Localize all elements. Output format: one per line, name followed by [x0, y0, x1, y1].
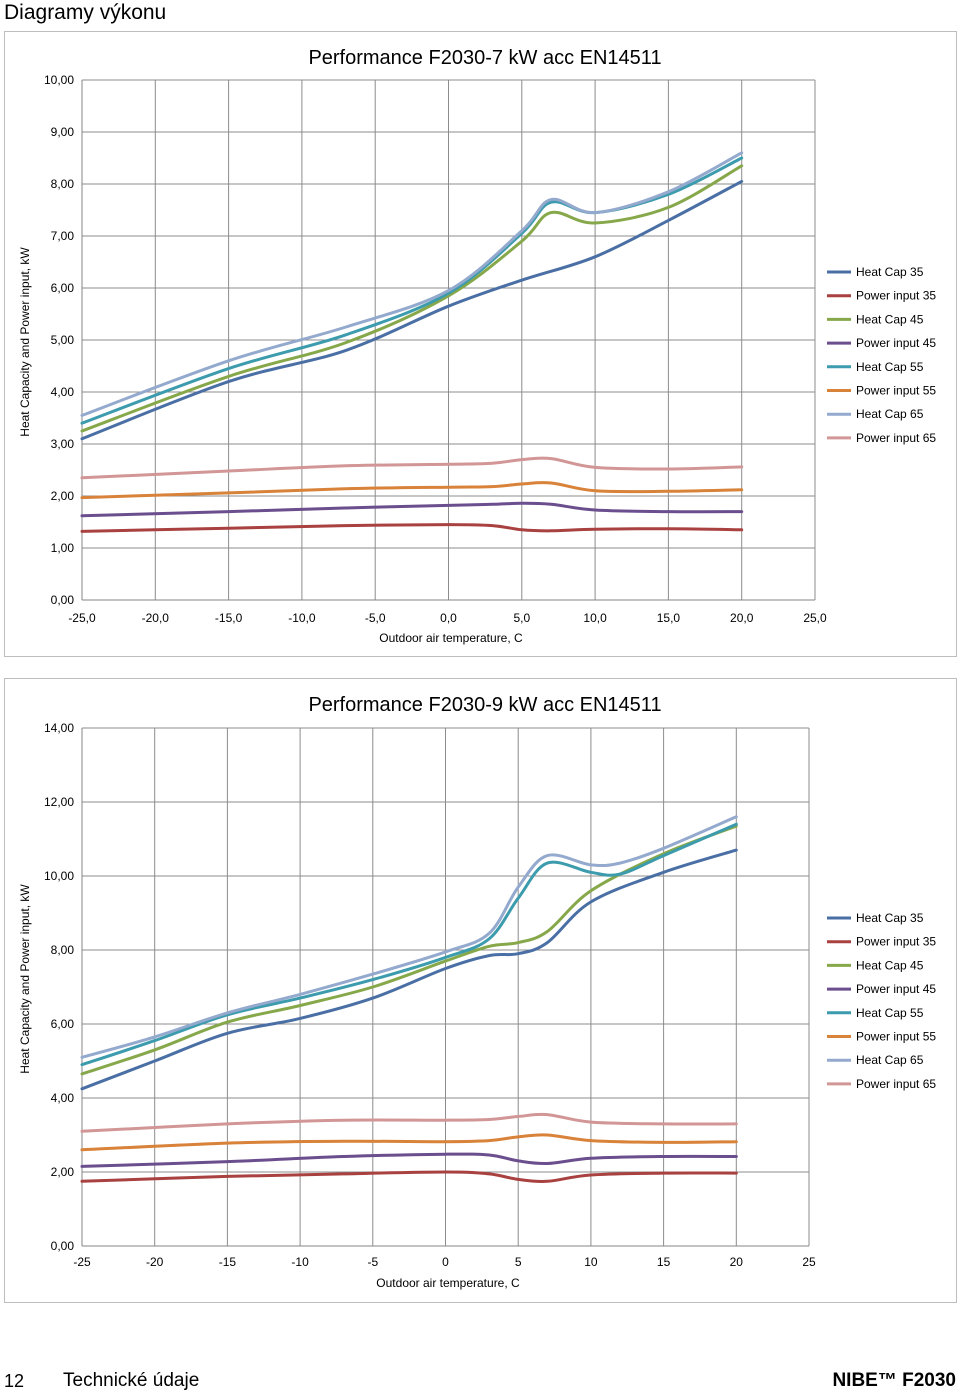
chart-f2030-9kw: 0,00 2,00 4,00 6,00 8,00 10,00 12,00 14,00 -25 -2… — [18, 694, 936, 1290]
series-line-5 — [80, 822, 738, 1067]
y-tick-label: 1,00 — [51, 541, 75, 555]
x-tick-label: 10 — [584, 1255, 598, 1269]
legend-label: Power input 65 — [856, 1077, 936, 1091]
y-tick-label: 8,00 — [51, 943, 75, 957]
legend-label: Heat Cap 45 — [856, 958, 924, 972]
x-tick-label: -20 — [146, 1255, 164, 1269]
x-tick-label: 25,0 — [803, 611, 827, 625]
legend-label: Power input 45 — [856, 982, 936, 996]
chart-title: Performance F2030-9 kW acc EN14511 — [308, 694, 661, 716]
page-number: 12 — [4, 1371, 25, 1391]
x-axis-title: Outdoor air temperature, C — [376, 1276, 520, 1290]
y-tick-label: 4,00 — [51, 1091, 75, 1105]
series-line-3 — [80, 164, 744, 433]
y-tick-label: 8,00 — [51, 177, 75, 191]
chart-f2030-7kw: 0,00 1,00 2,00 3,00 4,00 5,00 6,00 7,00 8,00 9,00… — [18, 47, 936, 645]
series-line-8 — [80, 456, 744, 480]
section-title: Technické údaje — [63, 1370, 200, 1391]
series-line-7 — [80, 815, 738, 1059]
chart-panel-f2030-7kw: 0,00 1,00 2,00 3,00 4,00 5,00 6,00 7,00 8,00 9,00… — [4, 31, 957, 657]
x-tick-label: -5,0 — [365, 611, 386, 625]
legend-label: Heat Cap 45 — [856, 312, 924, 326]
legend-label: Power input 55 — [856, 384, 936, 398]
series-line-3 — [80, 824, 738, 1076]
x-tick-label: -20,0 — [142, 611, 170, 625]
series-line-6 — [80, 1133, 738, 1152]
y-tick-label: 14,00 — [44, 721, 74, 735]
chart-title: Performance F2030-7 kW acc EN14511 — [308, 47, 661, 69]
x-tick-label: 10,0 — [583, 611, 607, 625]
legend-label: Heat Cap 55 — [856, 360, 924, 374]
x-tick-label: -25 — [73, 1255, 91, 1269]
x-axis-title: Outdoor air temperature, C — [379, 631, 523, 645]
y-axis-title: Heat Capacity and Power input, kW — [18, 884, 32, 1074]
y-tick-label: 9,00 — [51, 125, 75, 139]
series-line-6 — [80, 481, 744, 500]
x-tick-label: 0 — [442, 1255, 449, 1269]
series-line-2 — [80, 1170, 738, 1183]
x-tick-label: 5 — [515, 1255, 522, 1269]
legend-label: Power input 45 — [856, 336, 936, 350]
x-tick-label: 5,0 — [513, 611, 530, 625]
x-tick-label: 25 — [802, 1255, 816, 1269]
y-tick-label: 12,00 — [44, 795, 74, 809]
x-tick-label: 20,0 — [730, 611, 754, 625]
series-line-8 — [80, 1112, 738, 1133]
x-tick-label: -15,0 — [215, 611, 243, 625]
brand-product: NIBE™ F2030 — [832, 1370, 956, 1391]
legend-label: Heat Cap 35 — [856, 265, 924, 279]
x-tick-label: -15 — [219, 1255, 237, 1269]
series-line-2 — [80, 523, 744, 533]
series-line-7 — [80, 151, 744, 417]
y-tick-label: 2,00 — [51, 1165, 75, 1179]
y-tick-label: 2,00 — [51, 489, 75, 503]
legend-label: Power input 65 — [856, 431, 936, 445]
legend-label: Power input 55 — [856, 1030, 936, 1044]
legend-label: Heat Cap 35 — [856, 911, 924, 925]
x-tick-label: -10 — [291, 1255, 309, 1269]
y-tick-label: 10,00 — [44, 869, 74, 883]
x-tick-label: -5 — [367, 1255, 378, 1269]
x-tick-label: 15 — [657, 1255, 671, 1269]
series-line-5 — [80, 156, 744, 425]
x-tick-label: -10,0 — [288, 611, 316, 625]
y-axis-title: Heat Capacity and Power input, kW — [18, 247, 32, 437]
chart-panel-f2030-9kw: 0,00 2,00 4,00 6,00 8,00 10,00 12,00 14,00 -25 -2… — [4, 678, 957, 1303]
page-footer: 12 Technické údaje NIBE™ F2030 — [0, 1368, 960, 1394]
legend-label: Power input 35 — [856, 935, 936, 949]
y-tick-label: 6,00 — [51, 1017, 75, 1031]
series-line-4 — [80, 501, 744, 518]
legend-label: Heat Cap 65 — [856, 1053, 924, 1067]
y-tick-label: 3,00 — [51, 437, 75, 451]
legend-label: Power input 35 — [856, 289, 936, 303]
y-tick-label: 5,00 — [51, 333, 75, 347]
x-tick-label: 15,0 — [657, 611, 681, 625]
y-tick-label: 10,00 — [44, 73, 74, 87]
y-tick-label: 4,00 — [51, 385, 75, 399]
x-tick-label: -25,0 — [68, 611, 96, 625]
series-line-1 — [80, 848, 738, 1091]
page-heading: Diagramy výkonu — [4, 1, 167, 24]
y-tick-label: 0,00 — [51, 593, 75, 607]
x-tick-label: 0,0 — [440, 611, 457, 625]
legend-label: Heat Cap 55 — [856, 1006, 924, 1020]
series-line-1 — [80, 179, 744, 441]
series-line-4 — [80, 1152, 738, 1168]
x-tick-label: 20 — [730, 1255, 744, 1269]
y-tick-label: 7,00 — [51, 229, 75, 243]
legend-label: Heat Cap 65 — [856, 407, 924, 421]
y-tick-label: 6,00 — [51, 281, 75, 295]
y-tick-label: 0,00 — [51, 1239, 75, 1253]
